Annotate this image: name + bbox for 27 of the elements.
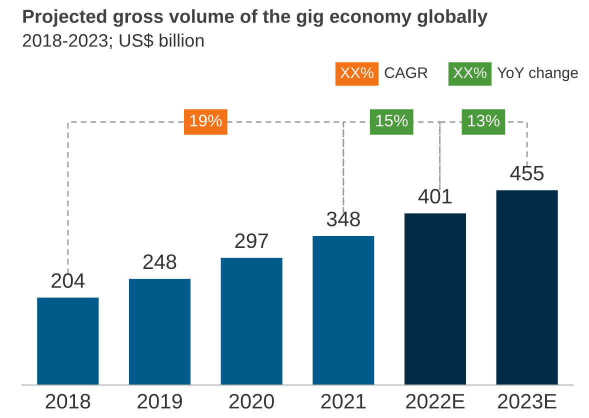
bar: [312, 236, 374, 385]
text: CAGR: [384, 67, 428, 78]
text: XX%: [340, 67, 374, 78]
chart-subtitle: 2018-2023; US$ billion: [22, 33, 204, 49]
bar: [496, 190, 558, 385]
text: XX%: [453, 67, 486, 78]
bar: [220, 258, 282, 385]
bar: [404, 213, 466, 385]
x-tick-label: 2019: [138, 394, 182, 409]
text: 19%: [190, 114, 222, 126]
data-label: 297: [235, 233, 268, 248]
bar: [128, 278, 191, 385]
data-label: 401: [418, 188, 452, 204]
x-tick-label: 2022E: [406, 394, 464, 409]
chart-title: Projected gross volume of the gig economy globally: [23, 9, 488, 27]
data-label: 455: [510, 166, 544, 181]
data-label: 248: [143, 254, 176, 270]
x-tick-label: 2018: [46, 394, 90, 409]
text: 13%: [468, 114, 500, 126]
x-tick-label: 2020: [229, 394, 274, 409]
data-label: 204: [52, 273, 85, 288]
text: 15%: [376, 114, 408, 126]
bar: [37, 298, 99, 385]
x-tick-label: 2021: [321, 394, 366, 409]
text: YoY change: [497, 66, 578, 82]
x-tick-label: 2023E: [498, 394, 556, 409]
data-label: 348: [326, 212, 360, 226]
